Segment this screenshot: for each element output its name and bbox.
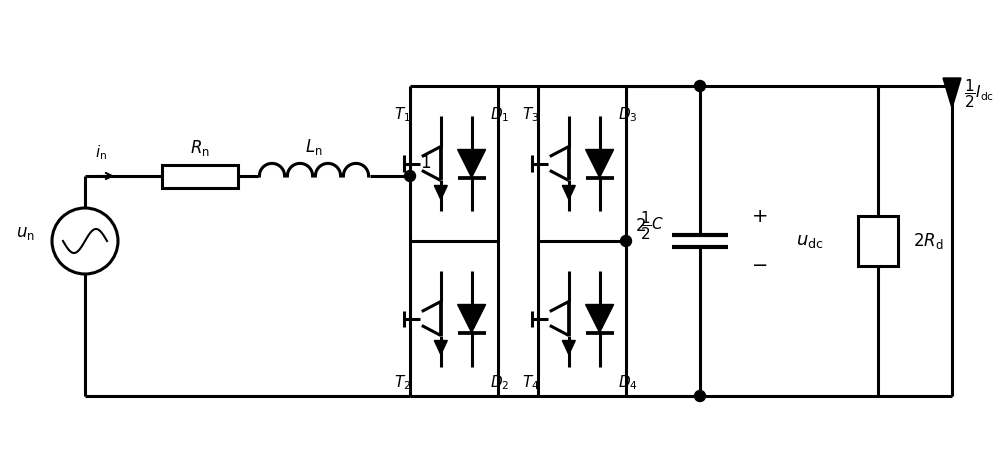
Circle shape [404,170,415,181]
Text: $i_{\mathrm{n}}$: $i_{\mathrm{n}}$ [95,143,107,162]
Text: $L_{\mathrm{n}}$: $L_{\mathrm{n}}$ [305,137,323,157]
Text: $u_{\mathrm{dc}}$: $u_{\mathrm{dc}}$ [796,232,824,250]
Text: $D_4$: $D_4$ [618,374,637,392]
Polygon shape [434,185,447,200]
Text: $D_2$: $D_2$ [490,374,509,392]
Polygon shape [943,78,961,108]
Text: 2: 2 [636,217,647,235]
Text: $T_4$: $T_4$ [522,374,540,392]
Text: $2R_{\mathrm{d}}$: $2R_{\mathrm{d}}$ [913,231,943,251]
Polygon shape [586,305,614,333]
Polygon shape [562,185,575,200]
Polygon shape [458,149,486,178]
Text: $\dfrac{1}{2}I_{\mathrm{dc}}$: $\dfrac{1}{2}I_{\mathrm{dc}}$ [964,77,994,110]
Polygon shape [458,305,486,333]
Polygon shape [434,340,447,354]
Text: $D_1$: $D_1$ [490,105,509,124]
Text: $T_3$: $T_3$ [522,105,539,124]
Text: $D_3$: $D_3$ [618,105,637,124]
Polygon shape [562,340,575,354]
Text: $T_1$: $T_1$ [394,105,411,124]
Bar [858,216,898,266]
Circle shape [694,81,706,92]
Polygon shape [586,149,614,178]
Text: $\dfrac{1}{2}C$: $\dfrac{1}{2}C$ [640,210,664,242]
Text: $R_{\mathrm{n}}$: $R_{\mathrm{n}}$ [190,138,210,158]
Bar [162,164,238,187]
Text: 1: 1 [420,154,431,172]
Circle shape [694,391,706,402]
Text: $u_{\mathrm{n}}$: $u_{\mathrm{n}}$ [16,224,34,242]
Text: +: + [752,207,768,225]
Circle shape [620,235,632,246]
Text: $T_2$: $T_2$ [394,374,411,392]
Text: −: − [752,256,768,276]
